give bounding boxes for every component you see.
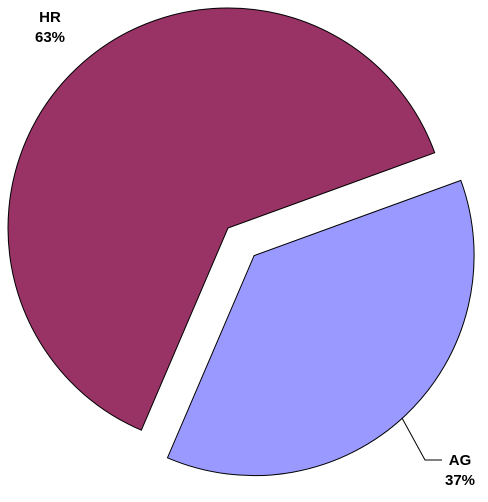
slice-value-label: 37% <box>445 472 475 489</box>
pie-slice <box>166 179 475 477</box>
slice-category-label: AG <box>449 452 472 469</box>
slice-value-label: 63% <box>35 29 65 46</box>
leader-line <box>401 417 442 461</box>
slice-category-label: HR <box>39 9 61 26</box>
pie-slice <box>7 7 436 431</box>
